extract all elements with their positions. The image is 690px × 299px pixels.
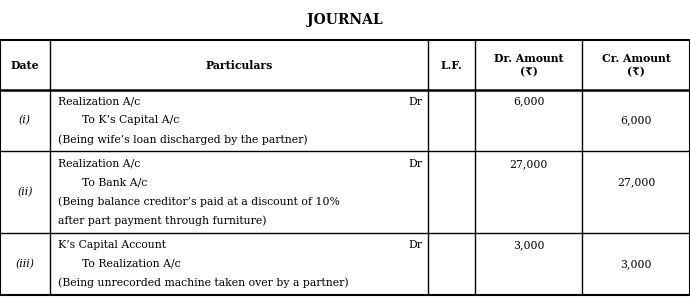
Text: (Being wife’s loan discharged by the partner): (Being wife’s loan discharged by the par…	[58, 134, 308, 144]
Text: (ii): (ii)	[17, 187, 32, 197]
Text: Dr: Dr	[408, 97, 422, 106]
Text: Dr: Dr	[408, 240, 422, 250]
Text: To K’s Capital A/c: To K’s Capital A/c	[82, 115, 179, 125]
Text: Dr. Amount
(₹): Dr. Amount (₹)	[494, 53, 563, 77]
Text: 27,000: 27,000	[617, 178, 656, 188]
Text: Date: Date	[10, 60, 39, 71]
Text: 27,000: 27,000	[509, 159, 548, 169]
Text: after part payment through furniture): after part payment through furniture)	[58, 215, 266, 226]
Text: L.F.: L.F.	[440, 60, 462, 71]
Text: (i): (i)	[19, 115, 31, 126]
Text: Dr: Dr	[408, 159, 422, 169]
Text: Particulars: Particulars	[205, 60, 273, 71]
Text: K’s Capital Account: K’s Capital Account	[58, 240, 166, 250]
Text: To Bank A/c: To Bank A/c	[82, 178, 148, 188]
Text: 3,000: 3,000	[513, 240, 544, 250]
Text: (Being unrecorded machine taken over by a partner): (Being unrecorded machine taken over by …	[58, 277, 348, 288]
Text: (iii): (iii)	[15, 259, 34, 269]
Text: 3,000: 3,000	[620, 259, 652, 269]
Text: Realization A/c: Realization A/c	[58, 97, 140, 106]
Text: Cr. Amount
(₹): Cr. Amount (₹)	[602, 53, 671, 77]
Text: 6,000: 6,000	[513, 97, 544, 106]
Text: (Being balance creditor’s paid at a discount of 10%: (Being balance creditor’s paid at a disc…	[58, 196, 340, 207]
Text: To Realization A/c: To Realization A/c	[82, 259, 181, 269]
Text: Realization A/c: Realization A/c	[58, 159, 140, 169]
Text: JOURNAL: JOURNAL	[307, 13, 383, 28]
Text: 6,000: 6,000	[620, 115, 652, 125]
